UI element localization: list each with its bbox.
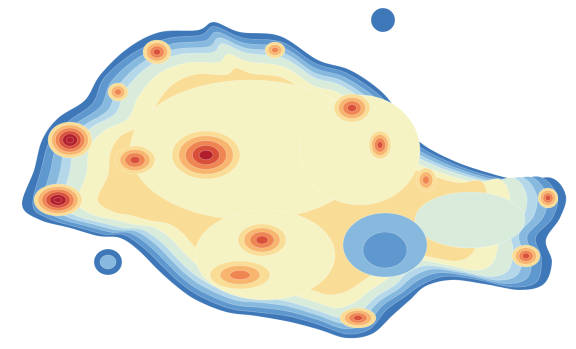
hollow-center-east-core <box>362 231 408 269</box>
hotspot-5-ring-4 <box>153 48 161 56</box>
plateau-central <box>299 94 421 206</box>
hotspot-9-ring-4 <box>376 141 384 149</box>
hotspot-group <box>33 39 559 329</box>
hotspot-3-ring-5 <box>198 149 214 161</box>
hotspot-4-ring-4 <box>129 156 141 164</box>
hotspot-1-ring-6 <box>66 136 74 144</box>
hotspot-7-ring-3 <box>271 47 279 53</box>
hotspot-2-ring-6 <box>53 197 63 203</box>
hotspot-13-ring-4 <box>353 315 363 321</box>
hotspot-12-ring-4 <box>522 252 530 260</box>
contour-layers <box>21 7 567 339</box>
hotspot-10-ring-3 <box>422 175 430 185</box>
island-north <box>370 7 396 33</box>
hotspot-8-ring-4 <box>347 104 357 112</box>
plateau-east <box>414 191 526 249</box>
hotspot-14-ring-4 <box>255 235 269 245</box>
hotspot-11-ring-4 <box>545 195 551 201</box>
hotspot-15-ring-3 <box>229 270 251 280</box>
island-southwest-core <box>99 254 117 270</box>
hotspot-6-ring-3 <box>114 88 122 96</box>
